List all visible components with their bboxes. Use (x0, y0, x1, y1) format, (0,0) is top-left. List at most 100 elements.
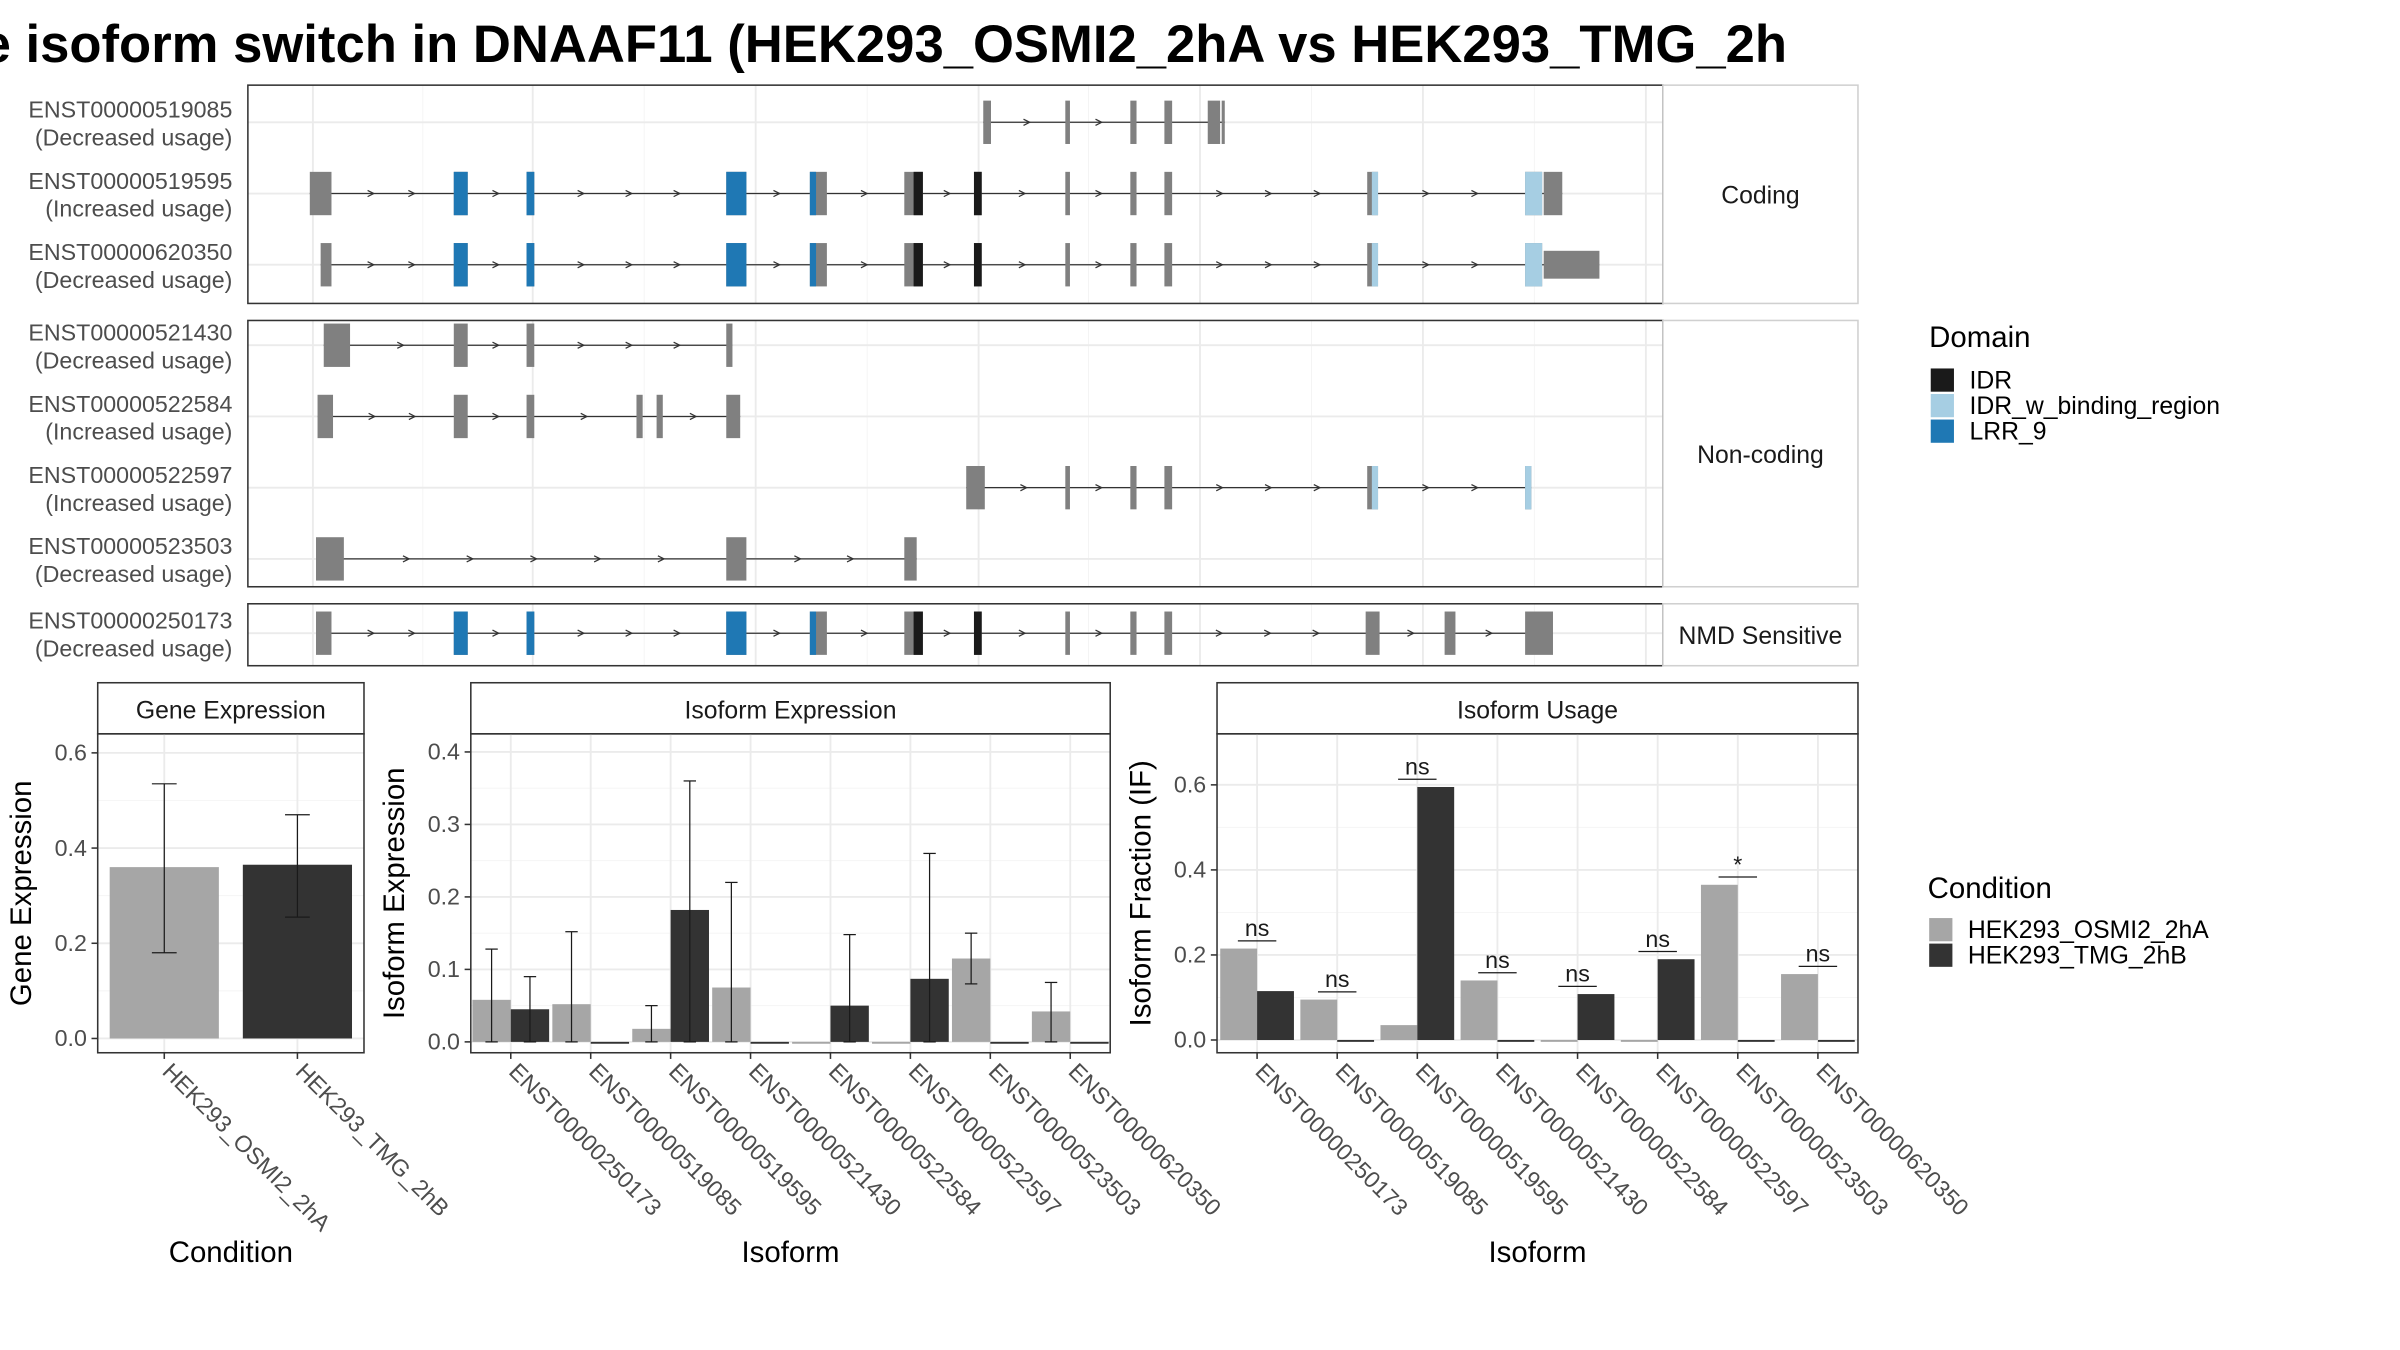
bar (1737, 1039, 1775, 1042)
transcript-id: ENST00000250173 (28, 608, 232, 634)
intron-arrow (1264, 189, 1273, 198)
intron-arrow (1312, 629, 1321, 637)
y-tick-label: 0.2 (1174, 942, 1206, 968)
exon (1164, 171, 1173, 216)
domain-legend-label: IDR_w_binding_region (1969, 393, 2220, 420)
y-axis-label: Isoform Expression (378, 767, 411, 1019)
domain-lrr-9 (809, 171, 817, 216)
exon (1130, 465, 1137, 510)
transcript-row: ENST00000620350(Decreased usage) (28, 239, 1600, 293)
intron-arrow (577, 261, 586, 269)
domain-lrr-9 (809, 243, 817, 287)
exon (1130, 611, 1137, 655)
x-axis-label: Condition (169, 1236, 293, 1269)
chart-title-strip (470, 681, 1111, 735)
intron-arrow (367, 189, 376, 198)
intron-arrow (1471, 261, 1480, 269)
exon (1164, 465, 1173, 510)
x-tick-label: ENST00000522584 (824, 1058, 987, 1221)
transcript-row: ENST00000519085(Decreased usage) (28, 97, 1225, 151)
transcript-id: ENST00000522597 (28, 462, 232, 488)
intron-arrow (1215, 189, 1224, 198)
y-tick-label: 0.3 (428, 811, 460, 837)
intron-arrow (673, 629, 682, 637)
intron-arrow (1313, 484, 1322, 492)
intron-arrow (689, 412, 698, 421)
domain-idr-w-binding-region (1371, 171, 1379, 216)
transcript-group: ENST00000521430(Decreased usage) ENST0000… (28, 319, 1859, 588)
x-tick-label: ENST00000519085 (584, 1058, 747, 1221)
intron-arrow (408, 412, 417, 421)
domain-idr (913, 243, 923, 287)
exon (1065, 611, 1070, 655)
chart-title-strip (1216, 681, 1859, 735)
chart-title-strip (96, 681, 365, 735)
transcript-usage: (Increased usage) (45, 196, 232, 222)
exon (656, 394, 663, 439)
intron-arrow (492, 341, 501, 349)
intron-arrow (492, 261, 501, 269)
x-axis-label: Isoform (741, 1236, 839, 1269)
exon (636, 394, 643, 439)
exon (453, 323, 468, 367)
y-tick-label: 0.6 (55, 740, 87, 766)
x-tick-label: ENST00000250173 (1250, 1058, 1413, 1221)
domain-lrr-9 (453, 171, 468, 216)
intron-arrow (1215, 484, 1224, 492)
exon (1065, 243, 1070, 287)
exon (1065, 171, 1070, 216)
significance-label: ns (1485, 947, 1510, 973)
significance-label: ns (1405, 754, 1430, 780)
bar (1300, 999, 1338, 1040)
panel-background (247, 320, 1663, 587)
transcript-id: ENST00000519595 (28, 168, 232, 194)
bar (1620, 1039, 1658, 1042)
significance-label: ns (1806, 941, 1831, 967)
intron-arrow (1422, 261, 1430, 269)
facet-strip (1662, 84, 1859, 305)
intron-arrow (860, 629, 869, 637)
intron-arrow (1095, 484, 1104, 492)
domain-lrr-9 (526, 243, 535, 287)
x-tick-label: ENST00000521430 (1491, 1058, 1654, 1221)
intron-arrow (773, 629, 782, 637)
intron-arrow (367, 629, 376, 637)
intron-arrow (673, 341, 682, 349)
exon (453, 394, 468, 439)
domain-lrr-9 (453, 243, 468, 287)
domain-idr-w-binding-region (1525, 465, 1532, 510)
transcript-id: ENST00000620350 (28, 239, 232, 265)
bar (1460, 980, 1498, 1040)
bar (1657, 959, 1695, 1040)
intron-arrow (530, 555, 538, 563)
x-tick-label: ENST00000523503 (984, 1058, 1147, 1221)
transcript-usage: (Decreased usage) (35, 267, 232, 293)
domain-lrr-9 (526, 611, 535, 655)
exon (726, 323, 733, 367)
transcript-usage: (Increased usage) (45, 419, 232, 445)
intron-arrow (773, 261, 782, 269)
intron-arrow (577, 629, 586, 637)
intron-arrow (1263, 629, 1272, 637)
transcript-usage: (Decreased usage) (35, 125, 232, 151)
intron-arrow (1422, 189, 1430, 198)
bar (1700, 884, 1738, 1040)
x-tick-label: ENST00000519595 (664, 1058, 827, 1221)
significance-label: ns (1325, 966, 1350, 992)
chart-title: Isoform Usage (1457, 697, 1618, 724)
transcript-id: ENST00000522584 (28, 391, 232, 417)
transcript-usage: (Increased usage) (45, 490, 232, 516)
condition-legend-swatch (1929, 943, 1953, 967)
facet-strip (1662, 603, 1859, 667)
intron-arrow (625, 261, 634, 269)
bar (1417, 786, 1455, 1040)
facet-strip (1662, 319, 1859, 588)
domain-lrr-9 (726, 171, 747, 216)
intron-arrow (625, 189, 634, 198)
intron-arrow (1095, 629, 1104, 637)
transcript-row: ENST00000521430(Decreased usage) (28, 320, 733, 373)
significance-label: ns (1565, 961, 1590, 987)
domain-lrr-9 (726, 243, 747, 287)
exon (1221, 100, 1225, 144)
